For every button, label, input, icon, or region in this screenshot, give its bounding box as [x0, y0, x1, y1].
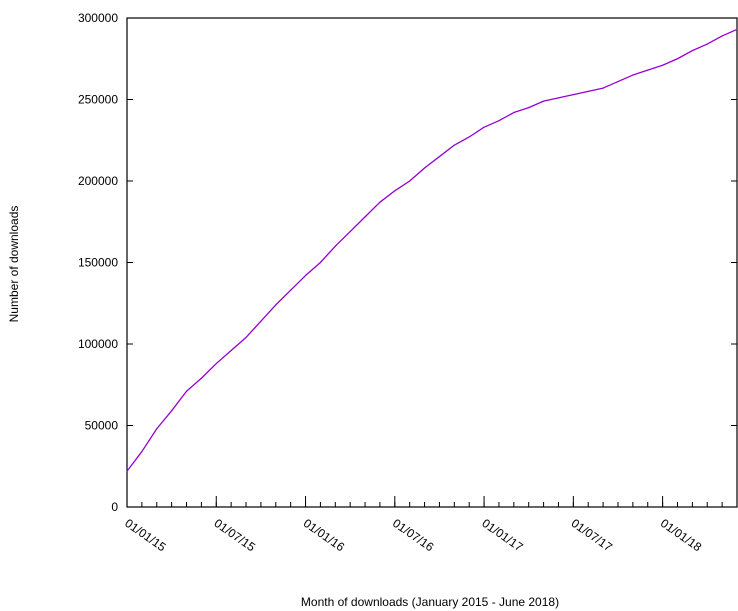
data-point — [200, 377, 202, 379]
data-point — [394, 190, 396, 192]
plot-frame — [126, 17, 738, 508]
data-point — [275, 304, 277, 306]
data-point — [409, 180, 411, 182]
data-point — [528, 107, 530, 109]
x-tick-label: 01/07/15 — [212, 516, 259, 554]
data-point — [319, 261, 322, 264]
y-axis-ticks: 0 50000 100000 150000 200000 250000 300000 — [78, 11, 737, 514]
data-point — [141, 450, 143, 453]
y-tick-label: 50000 — [85, 419, 119, 433]
x-tick-label: 01/01/16 — [301, 516, 348, 554]
series-line — [126, 28, 738, 472]
data-point — [676, 58, 679, 60]
data-point — [542, 100, 545, 102]
series-layer — [126, 28, 738, 472]
data-point — [691, 50, 693, 52]
data-point — [245, 336, 247, 339]
data-point — [423, 167, 426, 169]
plot-border — [126, 17, 738, 508]
data-point — [468, 136, 470, 138]
data-point — [349, 230, 351, 233]
y-tick-label: 150000 — [78, 256, 118, 270]
data-point — [513, 111, 515, 114]
data-point — [364, 216, 366, 218]
data-point — [230, 349, 232, 352]
data-point — [602, 87, 604, 89]
x-axis-ticks: 01/01/15 01/07/15 01/01/16 01/07/16 01/01/17… — [122, 496, 738, 554]
data-point — [736, 28, 738, 31]
x-tick-label: 01/01/15 — [122, 516, 169, 554]
data-point — [557, 97, 560, 99]
data-point — [587, 90, 589, 92]
y-tick-label: 0 — [111, 500, 118, 514]
data-point — [290, 289, 292, 291]
y-tick-label: 200000 — [78, 174, 118, 188]
data-point — [260, 320, 262, 322]
data-point — [632, 74, 634, 76]
y-tick-label: 250000 — [78, 93, 118, 107]
x-axis-title: Month of downloads (January 2015 - June … — [301, 595, 559, 609]
x-tick-label: 01/01/17 — [479, 516, 526, 554]
data-point — [304, 274, 307, 277]
y-axis-title: Number of downloads — [7, 206, 21, 323]
data-point — [334, 245, 336, 247]
data-point — [498, 120, 500, 122]
data-point — [379, 201, 381, 203]
x-tick-label: 01/01/18 — [658, 516, 705, 554]
data-point — [185, 390, 188, 392]
data-point — [156, 428, 158, 430]
data-point — [662, 64, 664, 66]
data-point — [706, 43, 708, 45]
data-point — [647, 69, 649, 71]
data-point — [572, 94, 574, 96]
x-tick-label: 01/07/16 — [390, 516, 437, 554]
y-tick-label: 100000 — [78, 337, 118, 351]
data-point — [438, 155, 441, 158]
data-point — [453, 144, 455, 146]
data-point — [617, 80, 619, 83]
data-point — [215, 362, 217, 365]
data-point — [721, 35, 723, 37]
y-tick-label: 300000 — [78, 11, 118, 25]
data-point — [483, 126, 485, 128]
x-tick-label: 01/07/17 — [569, 516, 616, 554]
data-point — [171, 410, 173, 412]
data-point — [126, 470, 128, 472]
